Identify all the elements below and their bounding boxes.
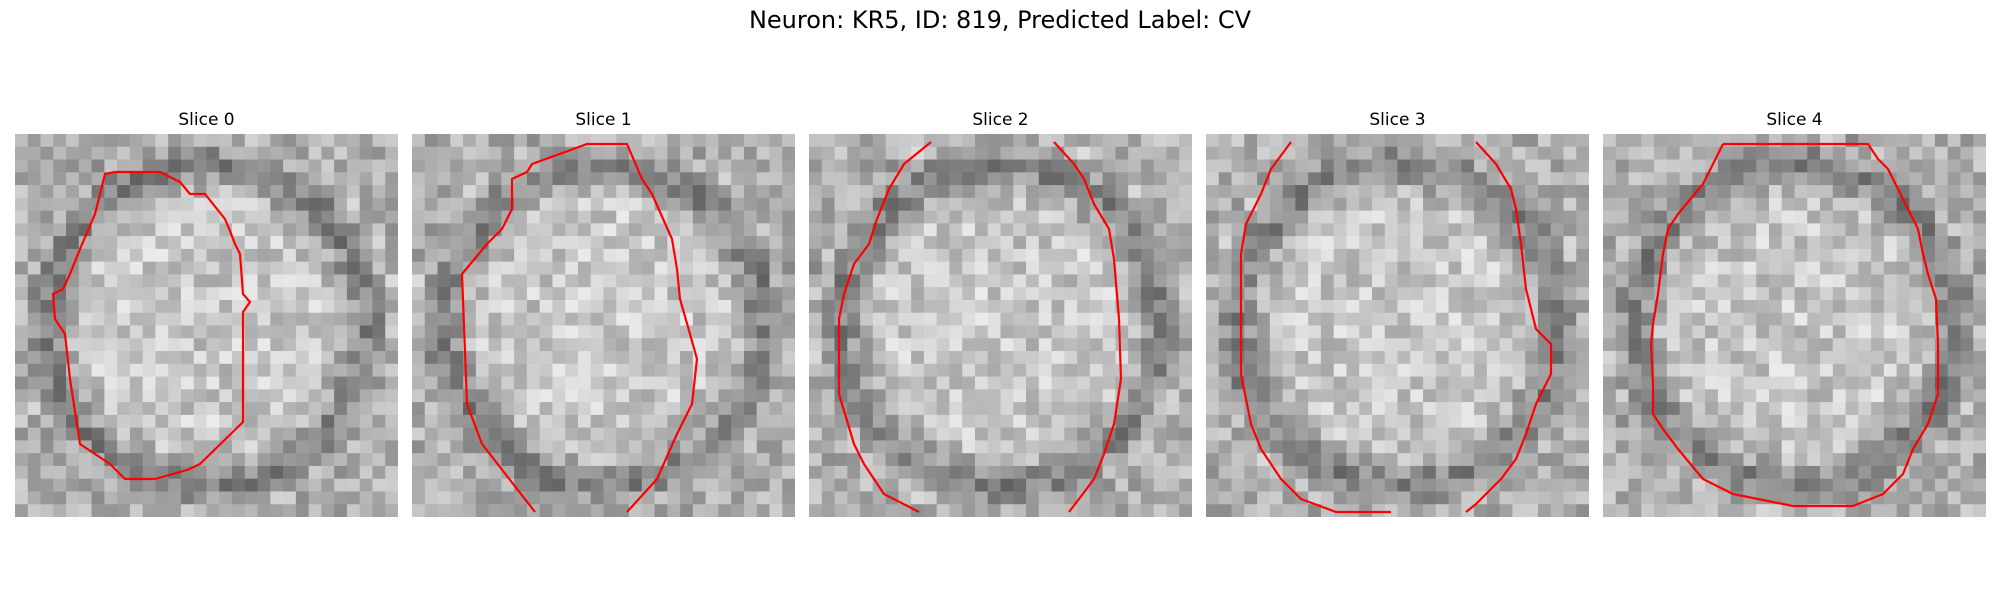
slice-image bbox=[1603, 134, 1986, 517]
slice-panel-2: Slice 2 bbox=[809, 108, 1192, 517]
slice-title: Slice 0 bbox=[178, 110, 235, 130]
grayscale-patch bbox=[1603, 134, 1986, 517]
slice-title: Slice 4 bbox=[1766, 110, 1823, 130]
grayscale-patch bbox=[15, 134, 398, 517]
segmentation-contour bbox=[1465, 141, 1553, 513]
slice-title: Slice 3 bbox=[1369, 110, 1426, 130]
slice-image bbox=[412, 134, 795, 517]
segmentation-contour bbox=[837, 141, 932, 513]
slice-panel-0: Slice 0 bbox=[15, 108, 398, 517]
grayscale-patch bbox=[1206, 134, 1589, 517]
segmentation-contour bbox=[1649, 142, 1940, 508]
segmentation-contour bbox=[460, 142, 699, 513]
slice-title: Slice 1 bbox=[575, 110, 632, 130]
segmentation-contour bbox=[1239, 141, 1391, 514]
figure-title: Neuron: KR5, ID: 819, Predicted Label: C… bbox=[748, 6, 1252, 34]
slice-panel-3: Slice 3 bbox=[1206, 108, 1589, 517]
slice-panel-1: Slice 1 bbox=[412, 108, 795, 517]
grayscale-patch bbox=[412, 134, 795, 517]
slice-image bbox=[15, 134, 398, 517]
slice-panel-4: Slice 4 bbox=[1603, 108, 1986, 517]
slice-title: Slice 2 bbox=[972, 110, 1029, 130]
slice-image bbox=[809, 134, 1192, 517]
segmentation-contour bbox=[1053, 141, 1123, 513]
grayscale-patch bbox=[809, 134, 1192, 517]
slice-image bbox=[1206, 134, 1589, 517]
segmentation-contour bbox=[51, 170, 252, 481]
